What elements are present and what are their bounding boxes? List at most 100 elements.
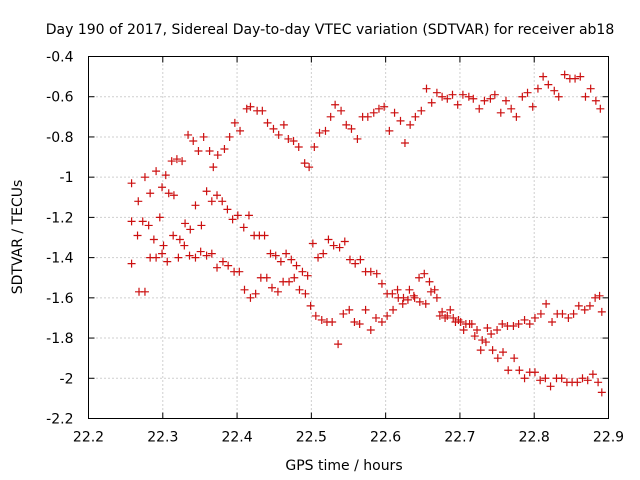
data-point-upper <box>380 102 389 111</box>
data-point-lower <box>470 332 479 341</box>
y-tick-label: -1 <box>60 170 74 186</box>
data-point-upper <box>258 106 267 115</box>
data-point-lower <box>366 326 375 335</box>
data-point-middle <box>597 388 606 397</box>
data-point-middle <box>169 191 178 200</box>
data-point-upper <box>246 102 255 111</box>
data-point-upper <box>486 94 495 103</box>
data-point-upper <box>172 155 181 164</box>
y-axis-label: SDTVAR / TECUs <box>10 180 26 295</box>
data-point-middle <box>287 255 296 264</box>
data-point-middle <box>223 205 232 214</box>
x-tick-label: 22.2 <box>73 430 104 446</box>
data-point-lower <box>262 273 271 282</box>
data-point-upper <box>209 163 218 172</box>
data-point-upper <box>427 98 436 107</box>
data-point-lower <box>273 287 282 296</box>
data-point-upper <box>385 126 394 135</box>
y-tick-label: -1.4 <box>46 251 73 267</box>
data-point-middle <box>530 368 539 377</box>
data-point-upper <box>544 80 553 89</box>
data-point-upper <box>443 94 452 103</box>
data-point-middle <box>218 197 227 206</box>
data-point-upper <box>586 84 595 93</box>
data-point-middle <box>594 378 603 387</box>
data-point-lower <box>487 330 496 339</box>
data-point-lower <box>465 319 474 328</box>
data-point-upper <box>464 92 473 101</box>
data-point-upper <box>448 90 457 99</box>
data-point-lower <box>432 293 441 302</box>
data-point-upper <box>230 118 239 127</box>
data-point-middle <box>473 326 482 335</box>
data-point-upper <box>518 92 527 101</box>
data-point-lower <box>213 263 222 272</box>
data-point-middle <box>155 213 164 222</box>
data-point-middle <box>351 259 360 268</box>
data-point-lower <box>174 253 183 262</box>
data-point-upper <box>134 197 143 206</box>
data-point-upper <box>342 120 351 129</box>
data-point-middle <box>314 253 323 262</box>
x-tick-label: 22.4 <box>221 430 252 446</box>
data-point-upper <box>363 112 372 121</box>
data-point-upper <box>189 136 198 145</box>
data-point-middle <box>308 239 317 248</box>
x-tick-label: 22.5 <box>296 430 327 446</box>
data-point-middle <box>430 285 439 294</box>
data-point-middle <box>340 237 349 246</box>
data-point-upper <box>199 132 208 141</box>
data-point-upper <box>581 92 590 101</box>
data-point-middle <box>266 249 275 258</box>
data-point-upper <box>496 108 505 117</box>
data-point-lower <box>498 319 507 328</box>
data-point-middle <box>292 261 301 270</box>
data-point-upper <box>178 157 187 166</box>
data-point-upper <box>315 128 324 137</box>
data-point-lower <box>218 257 227 266</box>
data-point-upper <box>422 84 431 93</box>
data-point-lower <box>481 338 490 347</box>
data-point-upper <box>300 159 309 168</box>
data-point-upper <box>550 86 559 95</box>
data-point-lower <box>246 293 255 302</box>
data-point-lower <box>591 293 600 302</box>
data-point-upper <box>501 96 510 105</box>
data-point-lower <box>328 317 337 326</box>
data-point-upper <box>507 104 516 113</box>
data-point-lower <box>317 315 326 324</box>
data-point-middle <box>298 267 307 276</box>
data-point-middle <box>181 219 190 228</box>
data-point-middle <box>159 241 168 250</box>
data-point-lower <box>224 261 233 270</box>
data-point-middle <box>366 267 375 276</box>
data-point-middle <box>409 291 418 300</box>
data-point-middle <box>233 211 242 220</box>
data-point-upper <box>554 92 563 101</box>
data-point-lower <box>185 251 194 260</box>
data-point-upper <box>596 104 605 113</box>
y-axis-ticks: -0.4 -0.6 -0.8 -1 -1.2 -1.4 -1.6 -1.8 -2 -2.2 <box>46 50 609 428</box>
data-point-lower <box>542 299 551 308</box>
data-point-lower <box>574 301 583 310</box>
y-tick-label: -0.8 <box>46 130 73 146</box>
data-point-lower <box>180 241 189 250</box>
data-point-middle <box>335 243 344 252</box>
data-point-middle <box>541 374 550 383</box>
data-point-lower <box>476 346 485 355</box>
data-point-upper <box>305 163 314 172</box>
data-point-upper <box>289 136 298 145</box>
data-point-upper <box>242 104 251 113</box>
data-point-lower <box>345 305 354 314</box>
data-point-upper <box>560 70 569 79</box>
data-point-upper <box>161 171 170 180</box>
data-point-lower <box>311 311 320 320</box>
data-point-middle <box>319 249 328 258</box>
data-point-middle <box>356 255 365 264</box>
data-point-middle <box>377 279 386 288</box>
data-point-upper <box>310 143 319 151</box>
data-point-lower <box>520 315 529 324</box>
data-point-lower <box>290 273 299 282</box>
data-point-upper <box>411 112 420 121</box>
data-point-upper <box>194 147 203 156</box>
